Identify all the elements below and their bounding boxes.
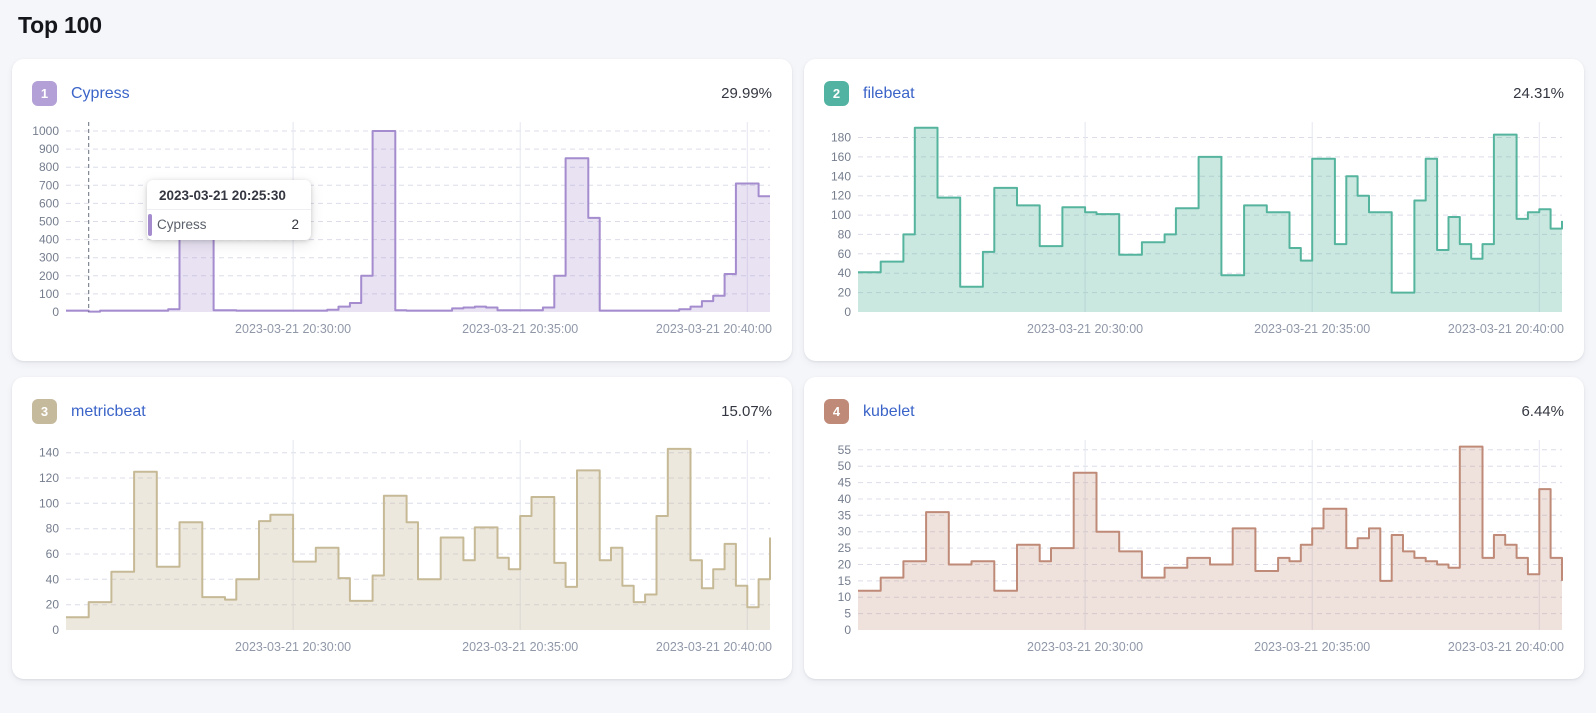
y-axis-tick-label: 25 [838,541,852,555]
y-axis-tick-label: 100 [831,208,851,222]
x-axis-tick-label: 2023-03-21 20:30:00 [1027,322,1143,336]
rank-badge: 3 [32,399,57,424]
y-axis-tick-label: 35 [838,508,852,522]
area-fill [858,446,1562,630]
card-header: 3 metricbeat 15.07% [32,399,772,424]
area-fill [858,127,1562,312]
y-axis-tick-label: 900 [39,142,59,156]
y-axis-tick-label: 200 [39,269,59,283]
y-axis-tick-label: 60 [46,547,60,561]
area-chart-svg: 0 100 200 300 400 500 600 700 800 900 1000 2023-03-… [32,122,772,336]
rank-badge: 2 [824,81,849,106]
y-axis-tick-label: 0 [52,623,59,637]
y-axis-tick-label: 80 [838,227,852,241]
y-axis-tick-label: 5 [844,607,851,621]
y-axis-tick-label: 500 [39,215,59,229]
y-axis-tick-label: 40 [838,266,852,280]
y-axis-tick-label: 50 [838,459,852,473]
y-axis-tick-label: 0 [52,305,59,319]
rank-badge: 1 [32,81,57,106]
card-header: 4 kubelet 6.44% [824,399,1564,424]
series-name-link[interactable]: filebeat [863,84,915,102]
y-axis-tick-label: 800 [39,160,59,174]
series-name-link[interactable]: metricbeat [71,402,146,420]
y-axis-tick-label: 20 [46,598,60,612]
area-chart-svg: 0 5 10 15 20 25 30 35 40 45 50 55 2023-03-21 20:30:0… [838,440,1564,654]
y-axis-tick-label: 120 [39,471,59,485]
percent-value: 15.07% [721,403,772,420]
area-line [858,445,1563,592]
series-name-link[interactable]: Cypress [71,84,130,102]
x-axis-tick-label: 2023-03-21 20:30:00 [235,322,351,336]
rank-badge: 4 [824,399,849,424]
y-axis-tick-label: 80 [46,522,60,536]
area-chart-svg: 0 20 40 60 80 100 120 140 160 180 2023-03-21 20:30… [831,122,1564,336]
card-header: 2 filebeat 24.31% [824,81,1564,106]
y-axis-tick-label: 60 [838,247,852,261]
y-axis-tick-label: 40 [46,572,60,586]
y-axis-tick-label: 0 [844,305,851,319]
series-name-link[interactable]: kubelet [863,402,915,420]
y-axis-tick-label: 100 [39,496,59,510]
y-axis-tick-label: 40 [838,492,852,506]
chart-card-filebeat: 2 filebeat 24.31% 0 20 40 60 80 100 120 140 160 1… [804,59,1584,361]
y-axis-tick-label: 140 [831,169,851,183]
x-axis-tick-label: 2023-03-21 20:40:00 [1448,322,1564,336]
area-fill [66,131,770,312]
chart-area[interactable]: 0 100 200 300 400 500 600 700 800 900 1000 2023-03-… [32,112,772,344]
y-axis-tick-label: 15 [838,574,852,588]
y-axis-tick-label: 55 [838,443,852,457]
chart-card-cypress: 1 Cypress 29.99% 0 100 200 300 400 500 600 700 8… [12,59,792,361]
x-axis-tick-label: 2023-03-21 20:35:00 [462,640,578,654]
chart-area[interactable]: 0 20 40 60 80 100 120 140 2023-03-21 20:30:00 202… [32,430,772,662]
y-axis-tick-label: 140 [39,446,59,460]
tooltip-series-swatch [148,214,152,236]
tooltip-series-value: 2 [291,217,299,232]
y-axis-tick-label: 400 [39,233,59,247]
y-axis-tick-label: 10 [838,590,852,604]
chart-tooltip: 2023-03-21 20:25:30 Cypress 2 [147,180,311,240]
y-axis-tick-label: 0 [844,623,851,637]
x-axis-tick-label: 2023-03-21 20:30:00 [1027,640,1143,654]
y-axis-tick-label: 600 [39,196,59,210]
x-axis-tick-label: 2023-03-21 20:35:00 [1254,640,1370,654]
chart-area[interactable]: 0 20 40 60 80 100 120 140 160 180 2023-03-21 20:30… [824,112,1564,344]
y-axis-tick-label: 45 [838,476,852,490]
y-axis-tick-label: 700 [39,178,59,192]
area-line [66,447,771,619]
percent-value: 29.99% [721,85,772,102]
card-header: 1 Cypress 29.99% [32,81,772,106]
x-axis-tick-label: 2023-03-21 20:40:00 [656,322,772,336]
x-axis-tick-label: 2023-03-21 20:30:00 [235,640,351,654]
x-axis-tick-label: 2023-03-21 20:35:00 [462,322,578,336]
y-axis-tick-label: 180 [831,131,851,145]
y-axis-tick-label: 1000 [32,124,59,138]
y-axis-tick-label: 120 [831,189,851,203]
percent-value: 24.31% [1513,85,1564,102]
tooltip-timestamp: 2023-03-21 20:25:30 [147,180,311,210]
y-axis-tick-label: 20 [838,286,852,300]
tooltip-series-label: Cypress [157,217,207,232]
chart-card-metricbeat: 3 metricbeat 15.07% 0 20 40 60 80 100 120 140 20… [12,377,792,679]
y-axis-tick-label: 300 [39,251,59,265]
x-axis-tick-label: 2023-03-21 20:40:00 [1448,640,1564,654]
y-axis-tick-label: 30 [838,525,852,539]
y-axis-tick-label: 100 [39,287,59,301]
area-line [858,126,1563,294]
x-axis-tick-label: 2023-03-21 20:35:00 [1254,322,1370,336]
cards-grid: 1 Cypress 29.99% 0 100 200 300 400 500 600 700 8… [12,59,1584,679]
area-chart-svg: 0 20 40 60 80 100 120 140 2023-03-21 20:30:00 202… [39,440,772,654]
y-axis-tick-label: 20 [838,558,852,572]
x-axis-tick-label: 2023-03-21 20:40:00 [656,640,772,654]
tooltip-row: Cypress 2 [147,210,311,240]
chart-area[interactable]: 0 5 10 15 20 25 30 35 40 45 50 55 2023-03-21 20:30:0… [824,430,1564,662]
page-title: Top 100 [18,12,102,38]
percent-value: 6.44% [1521,403,1564,420]
y-axis-tick-label: 160 [831,150,851,164]
chart-card-kubelet: 4 kubelet 6.44% 0 5 10 15 20 25 30 35 40 45 50 55 20… [804,377,1584,679]
